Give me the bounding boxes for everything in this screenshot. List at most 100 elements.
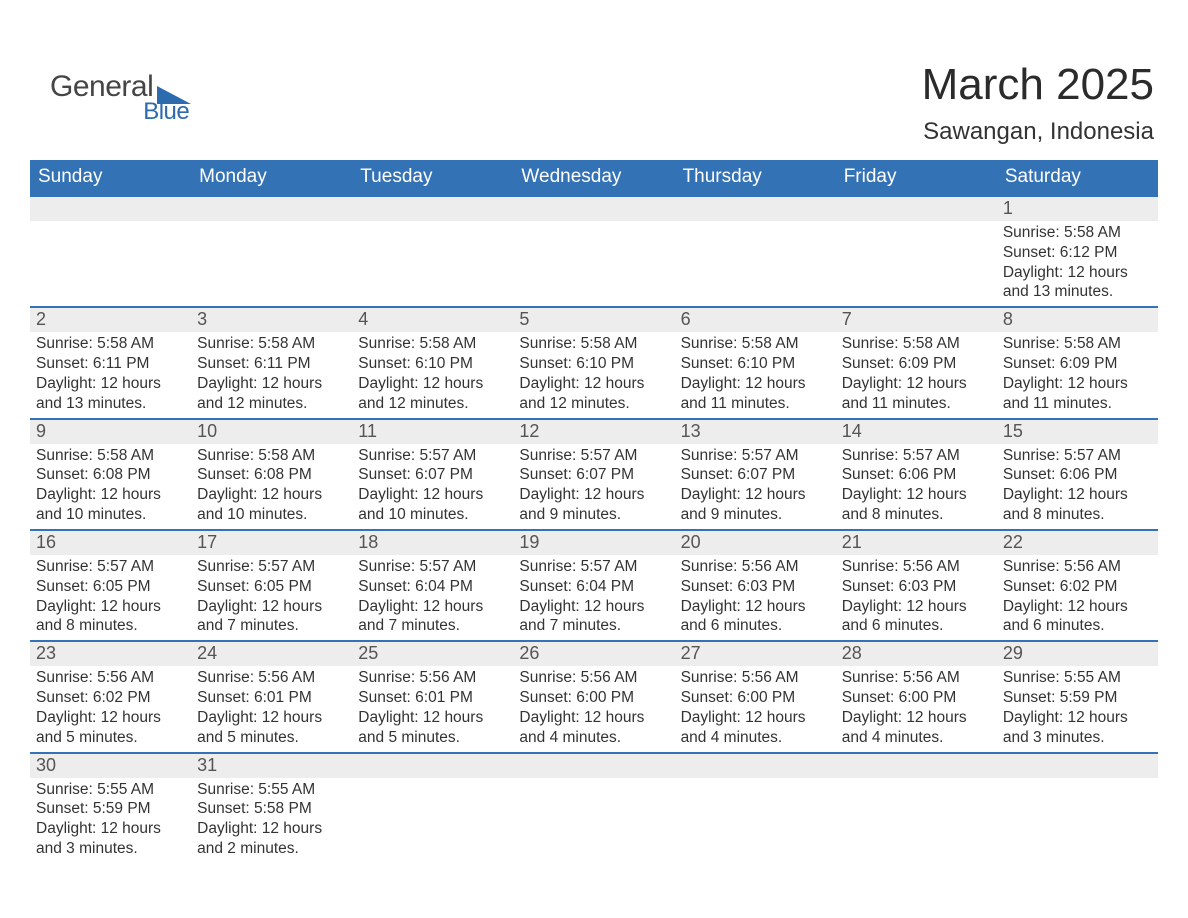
day-detail-line: Sunset: 6:03 PM	[842, 577, 991, 597]
day-detail-line: and 5 minutes.	[36, 728, 185, 748]
day-number-strip-empty	[513, 195, 674, 221]
day-detail-line: and 12 minutes.	[519, 394, 668, 414]
day-detail-line: and 11 minutes.	[842, 394, 991, 414]
calendar-day-cell: 4Sunrise: 5:58 AMSunset: 6:10 PMDaylight…	[352, 306, 513, 417]
day-detail-line: Sunset: 6:07 PM	[519, 465, 668, 485]
calendar-week-row: 16Sunrise: 5:57 AMSunset: 6:05 PMDayligh…	[30, 529, 1158, 640]
day-detail-line: Daylight: 12 hours	[681, 485, 830, 505]
day-detail-line: Sunrise: 5:58 AM	[842, 334, 991, 354]
day-details: Sunrise: 5:57 AMSunset: 6:07 PMDaylight:…	[352, 444, 513, 529]
calendar-header-row: SundayMondayTuesdayWednesdayThursdayFrid…	[30, 160, 1158, 195]
day-number: 7	[836, 306, 997, 332]
day-detail-line: Daylight: 12 hours	[1003, 485, 1152, 505]
day-detail-line: Sunset: 6:01 PM	[197, 688, 346, 708]
day-details: Sunrise: 5:56 AMSunset: 6:03 PMDaylight:…	[675, 555, 836, 640]
day-number: 11	[352, 418, 513, 444]
day-detail-line: and 2 minutes.	[197, 839, 346, 859]
day-detail-line: Daylight: 12 hours	[36, 374, 185, 394]
day-detail-line: and 6 minutes.	[1003, 616, 1152, 636]
day-detail-line: Daylight: 12 hours	[358, 708, 507, 728]
calendar-header-cell: Sunday	[30, 160, 191, 195]
calendar-day-cell: 6Sunrise: 5:58 AMSunset: 6:10 PMDaylight…	[675, 306, 836, 417]
day-number: 14	[836, 418, 997, 444]
day-detail-line: Sunrise: 5:57 AM	[197, 557, 346, 577]
calendar-day-cell: 21Sunrise: 5:56 AMSunset: 6:03 PMDayligh…	[836, 529, 997, 640]
calendar-day-cell: 17Sunrise: 5:57 AMSunset: 6:05 PMDayligh…	[191, 529, 352, 640]
day-detail-line: Daylight: 12 hours	[842, 708, 991, 728]
day-detail-line: Sunrise: 5:56 AM	[681, 557, 830, 577]
calendar-day-cell: 23Sunrise: 5:56 AMSunset: 6:02 PMDayligh…	[30, 640, 191, 751]
day-detail-line: Daylight: 12 hours	[519, 597, 668, 617]
calendar-day-cell: 18Sunrise: 5:57 AMSunset: 6:04 PMDayligh…	[352, 529, 513, 640]
day-number: 25	[352, 640, 513, 666]
day-number-strip-empty	[836, 752, 997, 778]
calendar-day-cell	[513, 752, 674, 863]
day-number: 1	[997, 195, 1158, 221]
day-detail-line: Daylight: 12 hours	[681, 708, 830, 728]
calendar-day-cell: 29Sunrise: 5:55 AMSunset: 5:59 PMDayligh…	[997, 640, 1158, 751]
day-detail-line: Sunrise: 5:58 AM	[36, 446, 185, 466]
day-details: Sunrise: 5:57 AMSunset: 6:06 PMDaylight:…	[836, 444, 997, 529]
day-detail-line: Daylight: 12 hours	[197, 708, 346, 728]
day-detail-line: Sunset: 6:12 PM	[1003, 243, 1152, 263]
day-number: 28	[836, 640, 997, 666]
day-detail-line: Sunrise: 5:57 AM	[358, 446, 507, 466]
day-detail-line: and 10 minutes.	[36, 505, 185, 525]
day-detail-line: and 13 minutes.	[36, 394, 185, 414]
calendar-header-cell: Saturday	[997, 160, 1158, 195]
day-number: 23	[30, 640, 191, 666]
day-details: Sunrise: 5:57 AMSunset: 6:07 PMDaylight:…	[675, 444, 836, 529]
day-number-strip-empty	[675, 195, 836, 221]
calendar-day-cell: 7Sunrise: 5:58 AMSunset: 6:09 PMDaylight…	[836, 306, 997, 417]
day-details: Sunrise: 5:58 AMSunset: 6:08 PMDaylight:…	[30, 444, 191, 529]
day-detail-line: and 7 minutes.	[197, 616, 346, 636]
day-number: 31	[191, 752, 352, 778]
day-number-strip-empty	[675, 752, 836, 778]
calendar-day-cell: 5Sunrise: 5:58 AMSunset: 6:10 PMDaylight…	[513, 306, 674, 417]
day-detail-line: and 12 minutes.	[358, 394, 507, 414]
day-detail-line: Sunrise: 5:58 AM	[681, 334, 830, 354]
day-details: Sunrise: 5:56 AMSunset: 6:00 PMDaylight:…	[836, 666, 997, 751]
day-detail-line: Sunset: 5:58 PM	[197, 799, 346, 819]
calendar-day-cell: 15Sunrise: 5:57 AMSunset: 6:06 PMDayligh…	[997, 418, 1158, 529]
day-detail-line: and 3 minutes.	[36, 839, 185, 859]
day-detail-line: Sunrise: 5:57 AM	[842, 446, 991, 466]
calendar-day-cell	[836, 195, 997, 306]
day-number: 3	[191, 306, 352, 332]
day-details: Sunrise: 5:58 AMSunset: 6:12 PMDaylight:…	[997, 221, 1158, 306]
day-detail-line: Daylight: 12 hours	[197, 485, 346, 505]
calendar-day-cell: 27Sunrise: 5:56 AMSunset: 6:00 PMDayligh…	[675, 640, 836, 751]
calendar-day-cell	[836, 752, 997, 863]
day-detail-line: Sunset: 6:10 PM	[681, 354, 830, 374]
day-detail-line: Daylight: 12 hours	[358, 597, 507, 617]
calendar-day-cell: 25Sunrise: 5:56 AMSunset: 6:01 PMDayligh…	[352, 640, 513, 751]
day-detail-line: Daylight: 12 hours	[36, 819, 185, 839]
day-detail-line: Sunrise: 5:55 AM	[1003, 668, 1152, 688]
day-detail-line: Sunset: 6:08 PM	[36, 465, 185, 485]
calendar-day-cell: 28Sunrise: 5:56 AMSunset: 6:00 PMDayligh…	[836, 640, 997, 751]
day-number-strip-empty	[513, 752, 674, 778]
day-detail-line: Sunrise: 5:56 AM	[842, 557, 991, 577]
calendar-header-cell: Monday	[191, 160, 352, 195]
day-detail-line: and 9 minutes.	[519, 505, 668, 525]
day-number-strip-empty	[997, 752, 1158, 778]
day-detail-line: Sunset: 6:06 PM	[842, 465, 991, 485]
calendar-day-cell: 3Sunrise: 5:58 AMSunset: 6:11 PMDaylight…	[191, 306, 352, 417]
calendar-day-cell: 19Sunrise: 5:57 AMSunset: 6:04 PMDayligh…	[513, 529, 674, 640]
day-number: 27	[675, 640, 836, 666]
day-detail-line: Sunset: 6:02 PM	[1003, 577, 1152, 597]
day-detail-line: Sunrise: 5:57 AM	[358, 557, 507, 577]
day-details: Sunrise: 5:57 AMSunset: 6:04 PMDaylight:…	[352, 555, 513, 640]
day-number: 26	[513, 640, 674, 666]
calendar-header-cell: Tuesday	[352, 160, 513, 195]
day-detail-line: and 4 minutes.	[519, 728, 668, 748]
day-detail-line: Sunset: 6:00 PM	[519, 688, 668, 708]
day-detail-line: Daylight: 12 hours	[681, 597, 830, 617]
calendar-day-cell: 26Sunrise: 5:56 AMSunset: 6:00 PMDayligh…	[513, 640, 674, 751]
day-detail-line: Sunrise: 5:57 AM	[519, 557, 668, 577]
day-detail-line: Sunrise: 5:58 AM	[197, 446, 346, 466]
day-detail-line: Sunset: 6:04 PM	[358, 577, 507, 597]
day-detail-line: Daylight: 12 hours	[36, 485, 185, 505]
location-subtitle: Sawangan, Indonesia	[922, 118, 1154, 146]
day-detail-line: Sunrise: 5:58 AM	[1003, 334, 1152, 354]
